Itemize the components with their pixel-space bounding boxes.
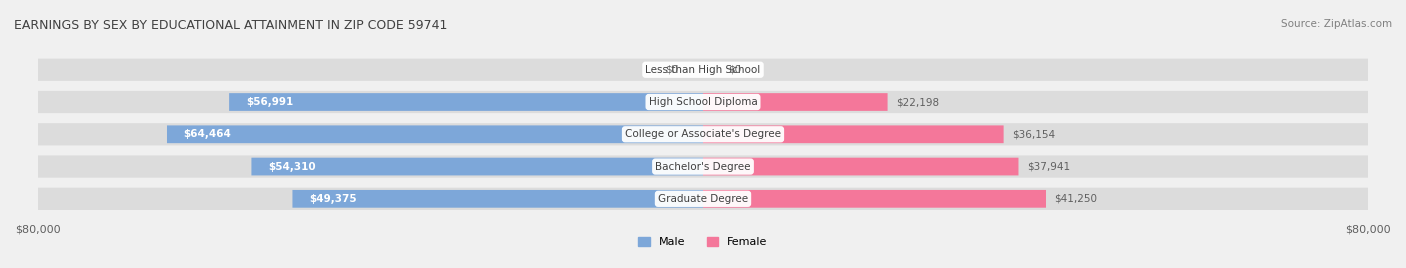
Text: $41,250: $41,250 bbox=[1054, 194, 1097, 204]
FancyBboxPatch shape bbox=[229, 93, 703, 111]
FancyBboxPatch shape bbox=[703, 190, 1046, 208]
FancyBboxPatch shape bbox=[38, 91, 1368, 113]
Text: $54,310: $54,310 bbox=[269, 162, 316, 172]
FancyBboxPatch shape bbox=[703, 125, 1004, 143]
FancyBboxPatch shape bbox=[167, 125, 703, 143]
Text: Bachelor's Degree: Bachelor's Degree bbox=[655, 162, 751, 172]
Text: $22,198: $22,198 bbox=[896, 97, 939, 107]
Text: High School Diploma: High School Diploma bbox=[648, 97, 758, 107]
FancyBboxPatch shape bbox=[38, 123, 1368, 146]
Text: Source: ZipAtlas.com: Source: ZipAtlas.com bbox=[1281, 19, 1392, 29]
Text: $56,991: $56,991 bbox=[246, 97, 292, 107]
Legend: Male, Female: Male, Female bbox=[638, 237, 768, 247]
Text: $0: $0 bbox=[728, 65, 741, 75]
Text: EARNINGS BY SEX BY EDUCATIONAL ATTAINMENT IN ZIP CODE 59741: EARNINGS BY SEX BY EDUCATIONAL ATTAINMEN… bbox=[14, 19, 447, 32]
Text: Graduate Degree: Graduate Degree bbox=[658, 194, 748, 204]
FancyBboxPatch shape bbox=[252, 158, 703, 176]
FancyBboxPatch shape bbox=[703, 158, 1018, 176]
FancyBboxPatch shape bbox=[38, 188, 1368, 210]
Text: $37,941: $37,941 bbox=[1026, 162, 1070, 172]
FancyBboxPatch shape bbox=[38, 59, 1368, 81]
FancyBboxPatch shape bbox=[703, 93, 887, 111]
Text: $64,464: $64,464 bbox=[184, 129, 232, 139]
FancyBboxPatch shape bbox=[292, 190, 703, 208]
Text: $0: $0 bbox=[665, 65, 678, 75]
Text: Less than High School: Less than High School bbox=[645, 65, 761, 75]
Text: College or Associate's Degree: College or Associate's Degree bbox=[626, 129, 780, 139]
Text: $36,154: $36,154 bbox=[1012, 129, 1054, 139]
FancyBboxPatch shape bbox=[38, 155, 1368, 178]
Text: $49,375: $49,375 bbox=[309, 194, 357, 204]
